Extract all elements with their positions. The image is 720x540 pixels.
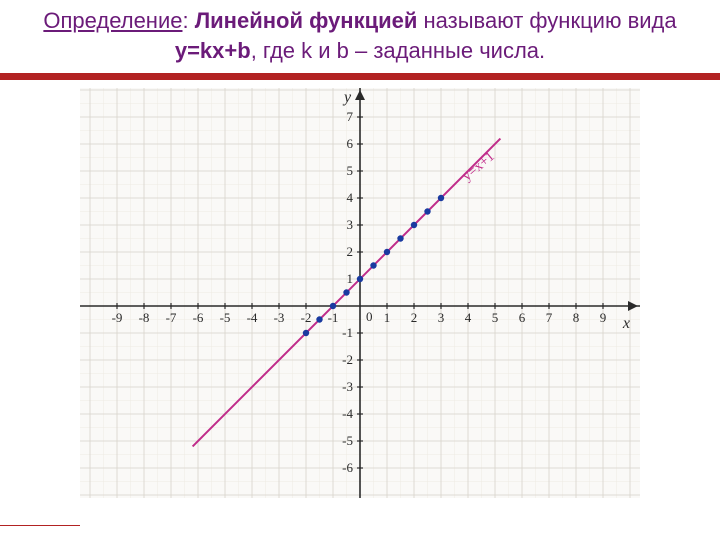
svg-text:-7: -7 bbox=[166, 310, 177, 325]
svg-text:2: 2 bbox=[411, 310, 418, 325]
svg-text:-3: -3 bbox=[342, 379, 353, 394]
term: Линейной функцией bbox=[195, 8, 418, 33]
svg-text:-1: -1 bbox=[328, 310, 339, 325]
svg-text:1: 1 bbox=[347, 271, 354, 286]
svg-text:-2: -2 bbox=[301, 310, 312, 325]
svg-text:-1: -1 bbox=[342, 325, 353, 340]
definition-header: Определение: Линейной функцией называют … bbox=[0, 0, 720, 69]
svg-text:-2: -2 bbox=[342, 352, 353, 367]
svg-text:5: 5 bbox=[347, 163, 354, 178]
svg-text:6: 6 bbox=[519, 310, 526, 325]
formula: y=kx+b bbox=[175, 38, 251, 63]
svg-text:-4: -4 bbox=[247, 310, 258, 325]
horizontal-rule bbox=[0, 73, 720, 80]
svg-text:4: 4 bbox=[465, 310, 472, 325]
svg-text:8: 8 bbox=[573, 310, 580, 325]
colon: : bbox=[182, 8, 194, 33]
definition-label: Определение bbox=[43, 8, 182, 33]
svg-text:x: x bbox=[622, 315, 630, 332]
svg-text:-4: -4 bbox=[342, 406, 353, 421]
svg-text:7: 7 bbox=[546, 310, 553, 325]
svg-text:5: 5 bbox=[492, 310, 499, 325]
svg-text:4: 4 bbox=[347, 190, 354, 205]
svg-text:-6: -6 bbox=[342, 460, 353, 475]
svg-text:-5: -5 bbox=[220, 310, 231, 325]
chart-svg: -9 -8 -7 -6 -5 -4 -3 -2 -1 1 2 3 4 5 6 7 8 9 -6 -5 -4 -3 -2 -1 1… bbox=[80, 88, 640, 498]
svg-text:3: 3 bbox=[438, 310, 445, 325]
svg-text:7: 7 bbox=[347, 109, 354, 124]
text-1: называют функцию вида bbox=[417, 8, 676, 33]
svg-text:0: 0 bbox=[366, 309, 373, 324]
svg-text:6: 6 bbox=[347, 136, 354, 151]
svg-text:-8: -8 bbox=[139, 310, 150, 325]
bottom-decor-line bbox=[0, 525, 80, 526]
svg-text:3: 3 bbox=[347, 217, 354, 232]
svg-text:-3: -3 bbox=[274, 310, 285, 325]
svg-text:-6: -6 bbox=[193, 310, 204, 325]
svg-text:2: 2 bbox=[347, 244, 354, 259]
svg-text:9: 9 bbox=[600, 310, 607, 325]
svg-text:y: y bbox=[342, 89, 352, 106]
text-2: , где k и b – заданные числа. bbox=[251, 38, 545, 63]
linear-function-chart: -9 -8 -7 -6 -5 -4 -3 -2 -1 1 2 3 4 5 6 7 8 9 -6 -5 -4 -3 -2 -1 1… bbox=[80, 88, 640, 498]
svg-text:1: 1 bbox=[384, 310, 391, 325]
svg-text:-5: -5 bbox=[342, 433, 353, 448]
svg-text:-9: -9 bbox=[112, 310, 123, 325]
